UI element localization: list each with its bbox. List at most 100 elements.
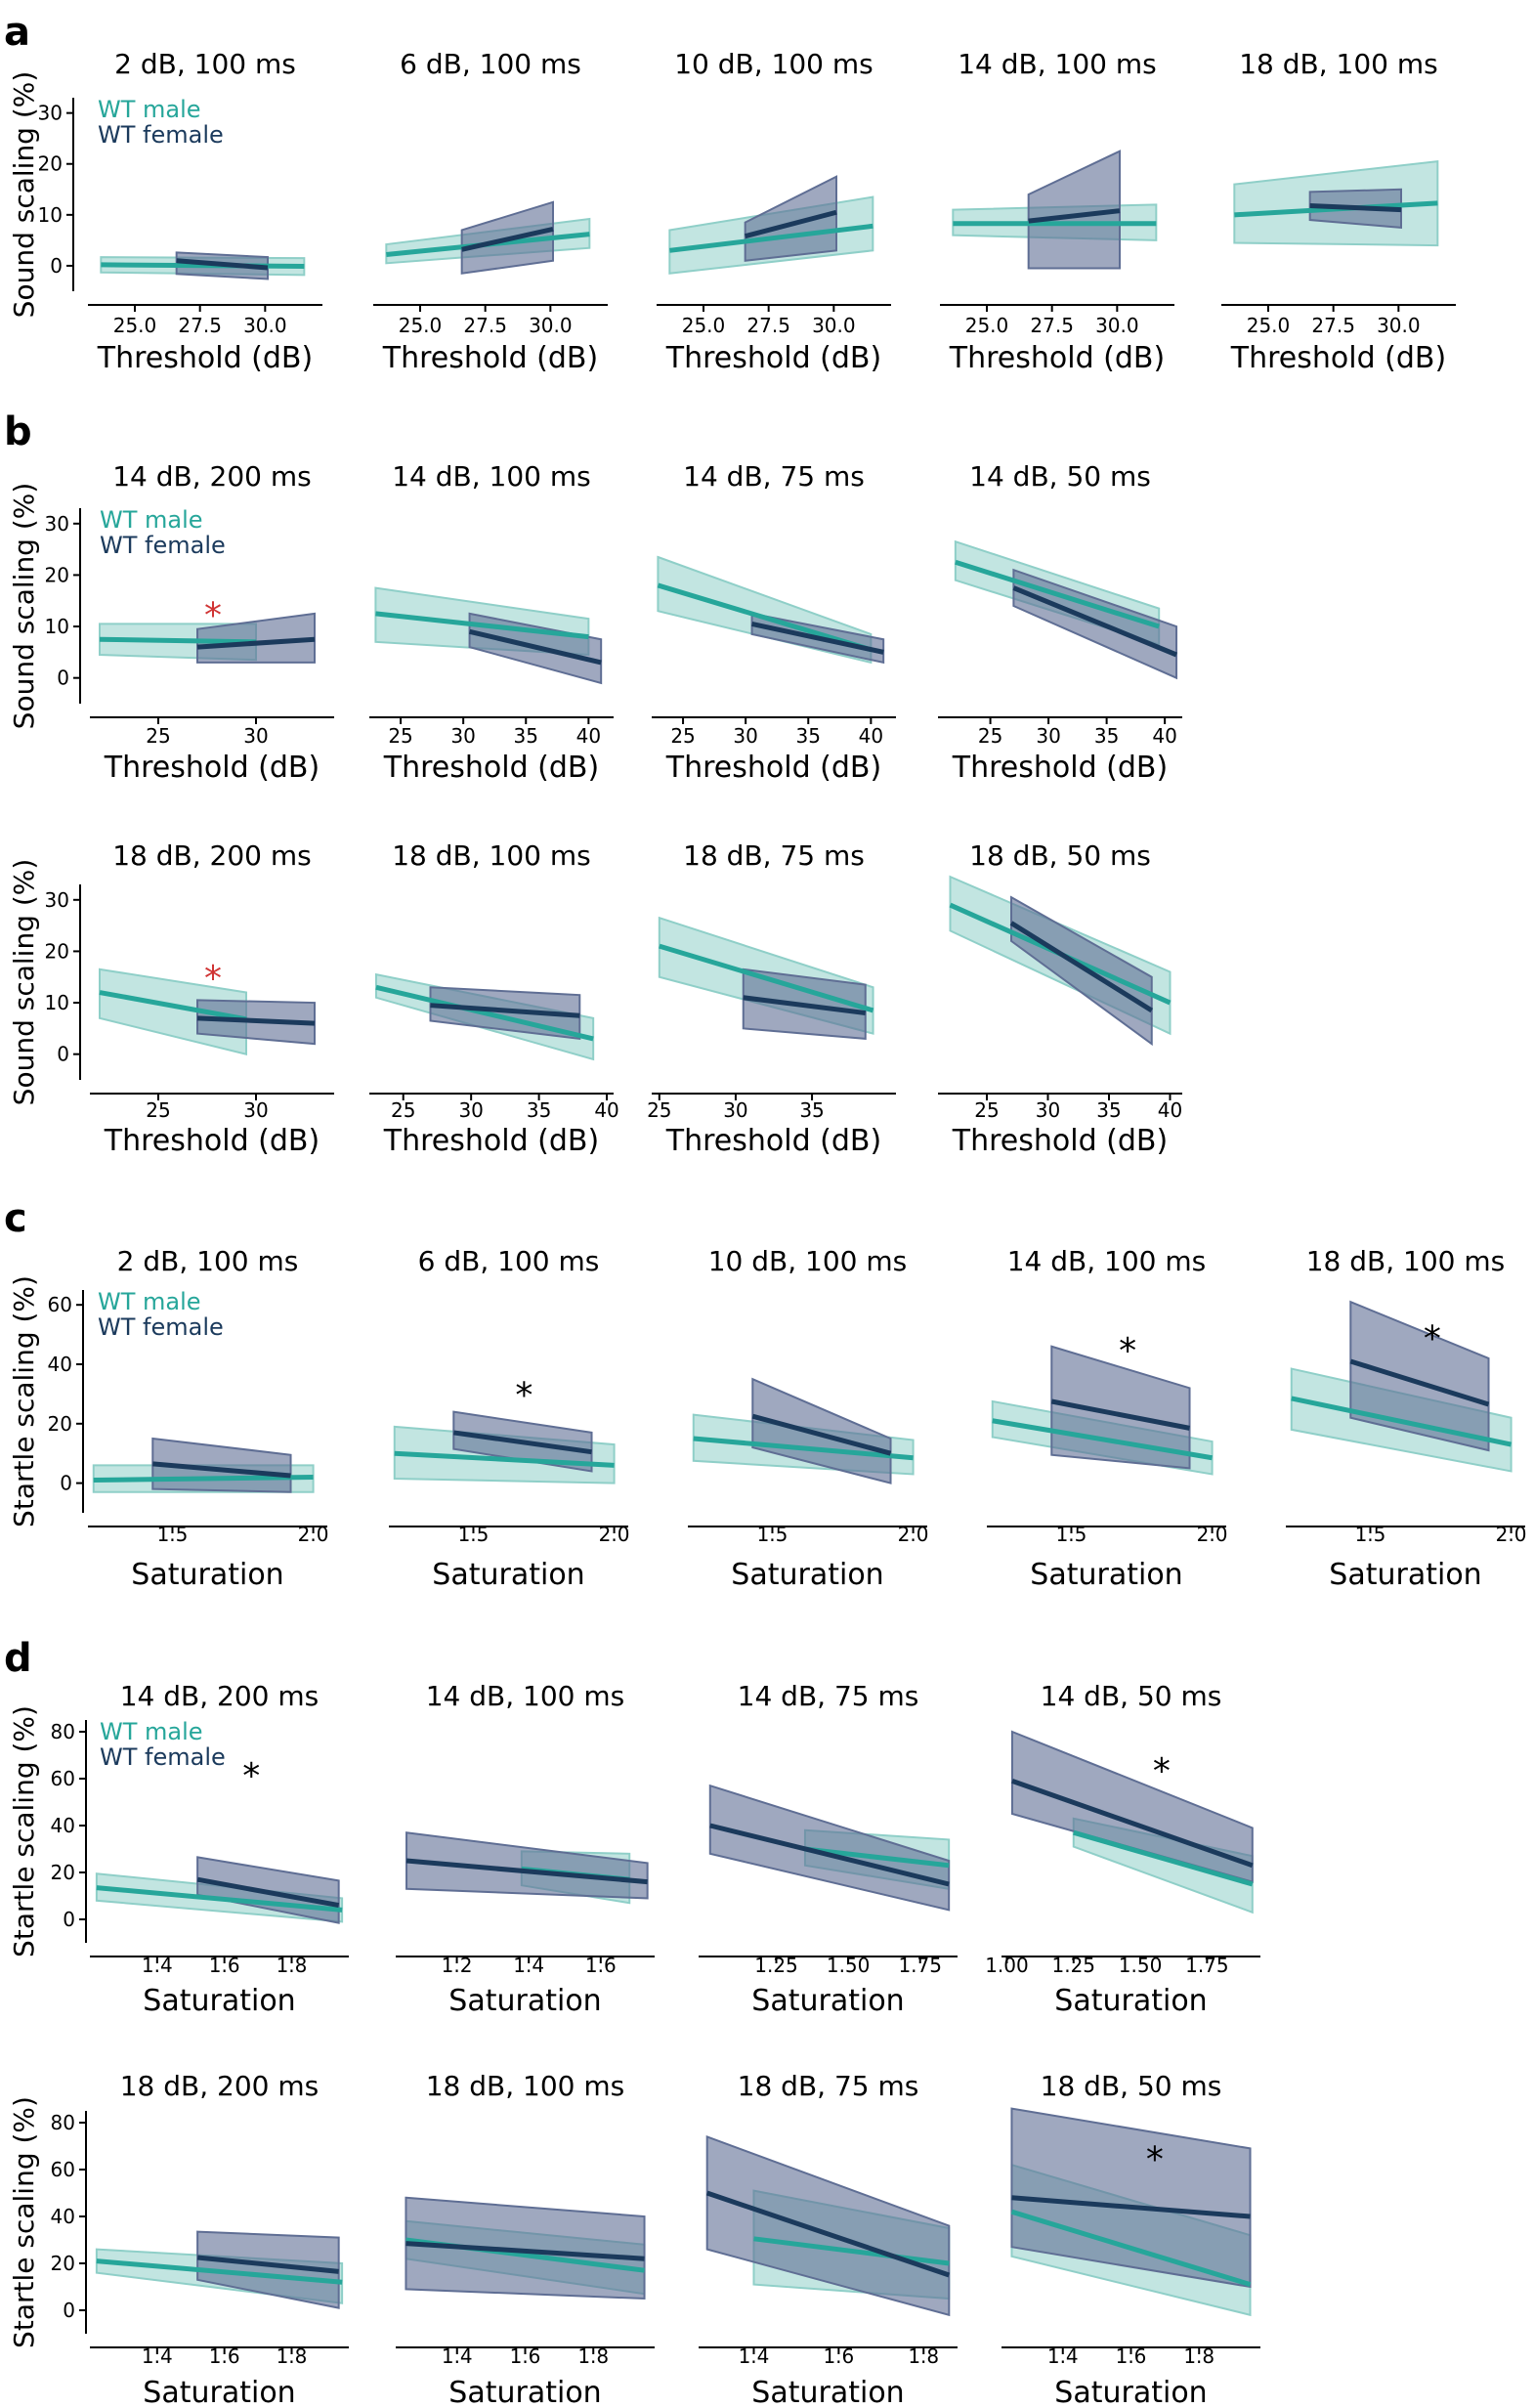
x-tick-label: 1.6: [823, 2344, 854, 2368]
y-tick-label: 30: [45, 512, 69, 536]
x-tick-label: 1.5: [1056, 1523, 1087, 1546]
significance-star: *: [1424, 1319, 1441, 1359]
y-tick-label: 20: [38, 152, 63, 176]
x-axis-label: Threshold (dB): [665, 1124, 881, 1158]
x-tick-label: 25.0: [965, 314, 1009, 337]
x-axis-label: Saturation: [751, 1984, 904, 2018]
regression-line-female: [1012, 585, 1177, 658]
ci-band-female: [708, 1784, 951, 1912]
x-tick-label: 30: [243, 1098, 268, 1122]
x-tick-label: 25.0: [682, 314, 726, 337]
panel-letter-c: c: [4, 1196, 27, 1241]
y-tick-label: 0: [60, 1472, 72, 1495]
x-tick-label: 27.5: [746, 314, 790, 337]
subplot-title: 14 dB, 200 ms: [120, 1680, 320, 1712]
x-axis-label: Threshold (dB): [383, 1124, 599, 1158]
x-tick-label: 27.5: [178, 314, 222, 337]
subplot-a-1: 6 dB, 100 ms 25.0 27.5 30.0 Threshold (dB): [373, 48, 608, 375]
regression-line-female: [1011, 2195, 1251, 2219]
x-axis-label: Threshold (dB): [952, 751, 1168, 785]
x-tick-label: 1.6: [585, 1954, 617, 1977]
subplot-title: 18 dB, 100 ms: [1306, 1245, 1506, 1277]
y-tick-label: 10: [38, 203, 63, 227]
ci-band-female: [196, 2230, 340, 2309]
x-tick-label: 1.4: [1047, 2344, 1079, 2368]
subplot-title: 2 dB, 100 ms: [117, 1245, 299, 1277]
x-axis-label: Threshold (dB): [104, 751, 320, 785]
subplot-d-2: 14 dB, 75 ms 1.25 1.50 1.75 Saturation: [699, 1680, 958, 2018]
significance-star: *: [515, 1375, 533, 1415]
y-tick-label: 0: [57, 1043, 69, 1066]
subplot-title: 18 dB, 50 ms: [1041, 2070, 1222, 2102]
regression-line-female: [196, 1876, 340, 1909]
x-tick-label: 25: [391, 1098, 415, 1122]
regression-line-female: [709, 1823, 950, 1887]
regression-line-male: [96, 1885, 343, 1913]
subplot-title: 18 dB, 100 ms: [426, 2070, 625, 2102]
x-tick-label: 1.6: [510, 2344, 541, 2368]
subplot-title: 18 dB, 75 ms: [738, 2070, 919, 2102]
x-tick-label: 2.0: [298, 1523, 329, 1546]
y-tick-label: 30: [45, 888, 69, 912]
x-axis-label: Threshold (dB): [1230, 341, 1446, 375]
regression-line-female: [1011, 1779, 1254, 1869]
y-tick-label: 20: [48, 1412, 72, 1436]
subplot-title: 10 dB, 100 ms: [708, 1245, 908, 1277]
subplot-d-0: 14 dB, 200 ms 1.4 1.6 1.8 Saturation 0 20 40 60 8…: [8, 1680, 349, 2018]
x-axis-label: Threshold (dB): [952, 1124, 1168, 1158]
regression-line-female: [743, 995, 867, 1016]
significance-star: *: [204, 959, 222, 999]
y-tick-label: 10: [45, 991, 69, 1014]
panel-letter-b: b: [4, 409, 32, 454]
x-axis-label: Saturation: [1329, 1558, 1481, 1592]
ci-band-female: [744, 175, 837, 262]
x-tick-label: 1.4: [513, 1954, 544, 1977]
x-axis-label: Saturation: [1030, 1558, 1182, 1592]
subplot-c-0: 2 dB, 100 ms 1.5 2.0 Saturation 0 20 40 60 Start…: [8, 1245, 328, 1592]
x-tick-label: 40: [594, 1098, 618, 1122]
significance-star: *: [1119, 1331, 1136, 1371]
y-axis-label: Startle scaling (%): [8, 1705, 40, 1957]
subplot-b-2: 14 dB, 75 ms 25 30 35 40 Threshold (dB): [652, 460, 896, 785]
x-axis-label: Threshold (dB): [97, 341, 313, 375]
x-tick-label: 40: [1152, 724, 1176, 748]
x-tick-label: 1.4: [739, 2344, 770, 2368]
x-axis-label: Saturation: [731, 1558, 883, 1592]
regression-line-female: [196, 636, 316, 650]
subplot-title: 14 dB, 75 ms: [683, 460, 865, 493]
x-axis-label: Saturation: [751, 2376, 904, 2408]
y-tick-label: 0: [63, 2299, 75, 2322]
y-axis-label: Startle scaling (%): [8, 1275, 40, 1527]
x-axis-label: Threshold (dB): [382, 341, 598, 375]
x-tick-label: 27.5: [1030, 314, 1074, 337]
x-tick-label: 1.5: [157, 1523, 189, 1546]
regression-line-male: [992, 1418, 1214, 1461]
regression-line-male: [804, 1846, 950, 1869]
regression-line-female: [745, 209, 837, 239]
legend-male: WT male: [100, 1718, 203, 1745]
x-axis-label: Saturation: [448, 2376, 601, 2408]
regression-line-female: [176, 258, 269, 271]
y-tick-label: 0: [50, 254, 63, 278]
subplot-b-3: 14 dB, 50 ms 25 30 35 40 Threshold (dB): [938, 460, 1182, 785]
subplot-title: 18 dB, 75 ms: [683, 839, 865, 872]
regression-line-male: [669, 223, 874, 253]
x-tick-label: 30.0: [243, 314, 287, 337]
subplot-d-7: 18 dB, 50 ms 1.4 1.6 1.8 Saturation *: [1001, 2070, 1260, 2408]
x-tick-label: 30: [450, 724, 475, 748]
x-axis-label: Saturation: [1054, 2376, 1207, 2408]
regression-line-female: [152, 1461, 291, 1479]
regression-line-female: [1009, 921, 1154, 1013]
legend-female: WT female: [98, 1313, 224, 1341]
x-tick-label: 1.4: [442, 2344, 473, 2368]
regression-line-male: [693, 1436, 914, 1461]
x-tick-label: 2.0: [599, 1523, 630, 1546]
ci-band-female: [1010, 895, 1153, 1047]
regression-line-male: [93, 1475, 314, 1484]
x-tick-label: 30.0: [1377, 314, 1421, 337]
x-tick-label: 1.75: [898, 1954, 942, 1977]
subplot-title: 6 dB, 100 ms: [418, 1245, 600, 1277]
x-tick-label: 30.0: [1095, 314, 1139, 337]
